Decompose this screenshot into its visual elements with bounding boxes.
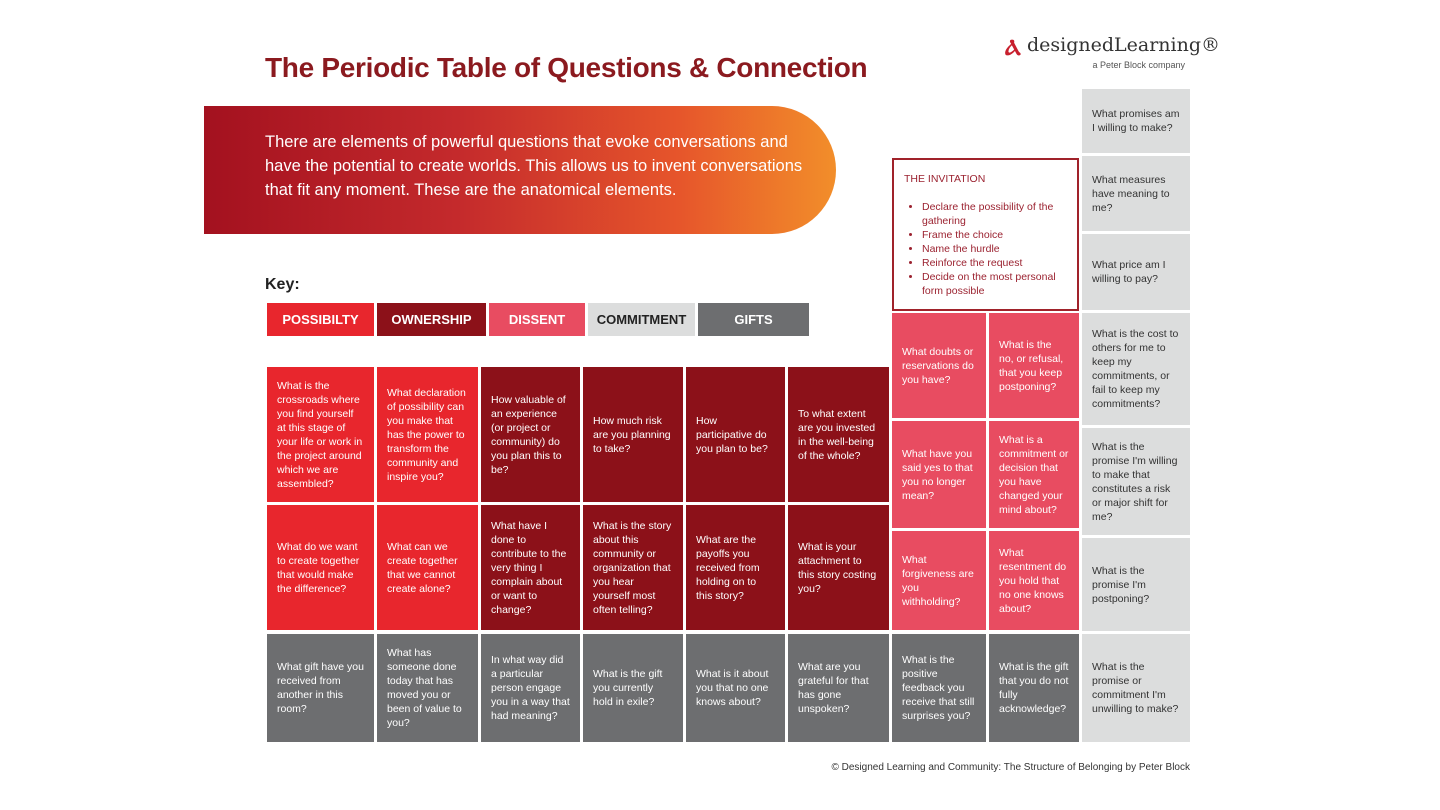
commitment-cell: What price am I willing to pay? — [1082, 234, 1190, 310]
ownership-cell: To what extent are you invested in the w… — [788, 367, 889, 502]
key-gifts: GIFTS — [698, 303, 809, 336]
commitment-cell: What promises am I willing to make? — [1082, 89, 1190, 153]
key-label: Key: — [265, 276, 300, 293]
footer-copyright: © Designed Learning and Community: The S… — [831, 762, 1191, 773]
gifts-cell: What has someone done today that has mov… — [377, 634, 478, 742]
commitment-cell: What is the promise I'm willing to make … — [1082, 428, 1190, 535]
gifts-cell: What gift have you received from another… — [267, 634, 374, 742]
dissent-cell: What have you said yes to that you no lo… — [892, 421, 986, 528]
ownership-cell: How valuable of an experience (or projec… — [481, 367, 580, 502]
ownership-cell: What is the story about this community o… — [583, 505, 683, 630]
possibility-cell: What declaration of possibility can you … — [377, 367, 478, 502]
key-possibility: POSSIBILTY — [267, 303, 374, 336]
ownership-cell: What are the payoffs you received from h… — [686, 505, 785, 630]
gifts-cell: What is the gift you currently hold in e… — [583, 634, 683, 742]
gifts-cell: What is the positive feedback you receiv… — [892, 634, 986, 742]
key-commitment: COMMITMENT — [588, 303, 695, 336]
dissent-cell: What is the no, or refusal, that you kee… — [989, 313, 1079, 418]
gifts-cell: What are you grateful for that has gone … — [788, 634, 889, 742]
gifts-cell: What is it about you that no one knows a… — [686, 634, 785, 742]
logo: Ⲁ designedLearning® a Peter Block compan… — [1005, 34, 1220, 74]
possibility-cell: What do we want to create together that … — [267, 505, 374, 630]
commitment-cell: What is the promise I'm postponing? — [1082, 538, 1190, 631]
invitation-box: THE INVITATION Declare the possibility o… — [892, 158, 1079, 311]
gifts-cell: In what way did a particular person enga… — [481, 634, 580, 742]
dissent-cell: What doubts or reservations do you have? — [892, 313, 986, 418]
gifts-cell: What is the gift that you do not fully a… — [989, 634, 1079, 742]
invitation-item: Reinforce the request — [922, 256, 1067, 270]
ownership-cell: How much risk are you planning to take? — [583, 367, 683, 502]
dissent-cell: What forgiveness are you withholding? — [892, 531, 986, 630]
commitment-cell: What is the cost to others for me to kee… — [1082, 313, 1190, 425]
commitment-cell: What is the promise or commitment I'm un… — [1082, 634, 1190, 742]
invitation-item: Decide on the most personal form possibl… — [922, 270, 1067, 298]
invitation-item: Name the hurdle — [922, 242, 1067, 256]
logo-brand: designedLearning® — [1027, 34, 1221, 56]
possibility-cell: What is the crossroads where you find yo… — [267, 367, 374, 502]
intro-banner: There are elements of powerful questions… — [204, 106, 836, 234]
page-title: The Periodic Table of Questions & Connec… — [265, 52, 868, 83]
invitation-item: Frame the choice — [922, 228, 1067, 242]
commitment-cell: What measures have meaning to me? — [1082, 156, 1190, 231]
logo-icon: Ⲁ — [1005, 35, 1021, 61]
dissent-cell: What is a commitment or decision that yo… — [989, 421, 1079, 528]
ownership-cell: What is your attachment to this story co… — [788, 505, 889, 630]
key-dissent: DISSENT — [489, 303, 585, 336]
ownership-cell: How participative do you plan to be? — [686, 367, 785, 502]
intro-text: There are elements of powerful questions… — [265, 133, 803, 199]
dissent-cell: What resentment do you hold that no one … — [989, 531, 1079, 630]
ownership-cell: What have I done to contribute to the ve… — [481, 505, 580, 630]
key-ownership: OWNERSHIP — [377, 303, 486, 336]
invitation-title: THE INVITATION — [904, 173, 986, 185]
possibility-cell: What can we create together that we cann… — [377, 505, 478, 630]
invitation-item: Declare the possibility of the gathering — [922, 200, 1067, 228]
logo-subtitle: a Peter Block company — [1092, 60, 1185, 70]
